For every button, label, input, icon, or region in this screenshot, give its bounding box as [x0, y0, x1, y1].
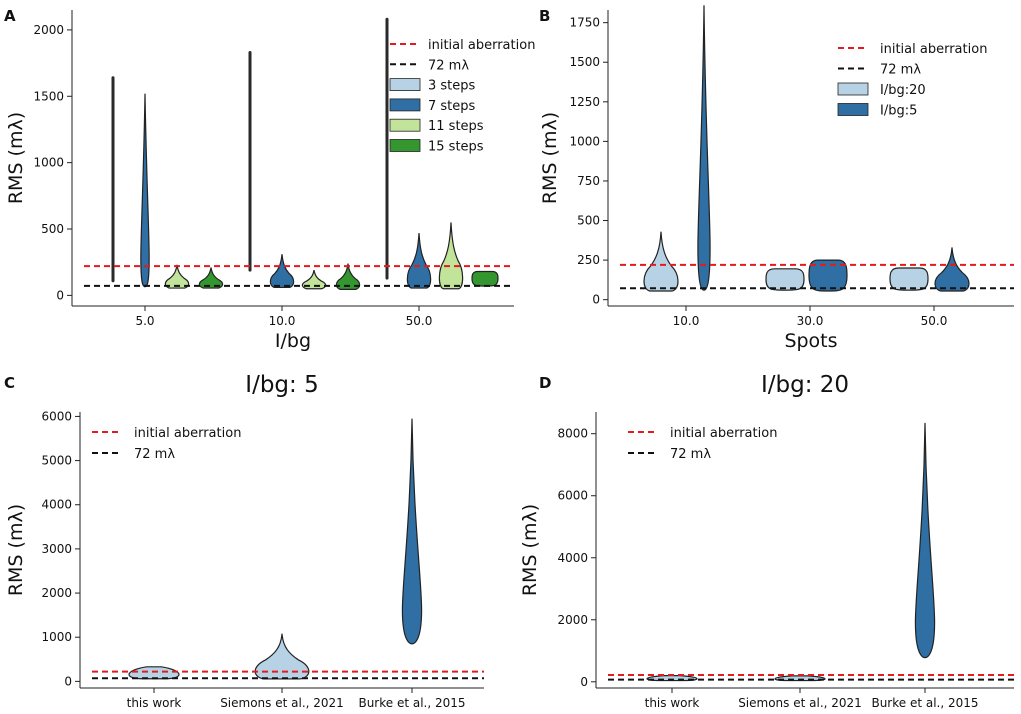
y-tick-label: 2000	[33, 23, 64, 37]
legend-entry-label: 72 mλ	[134, 447, 175, 462]
legend-entry-label: I/bg:5	[880, 104, 917, 119]
legend-entry-label: 15 steps	[428, 140, 484, 155]
violin	[406, 232, 432, 289]
violin	[914, 422, 936, 659]
y-tick-label: 4000	[41, 498, 72, 512]
violin	[643, 231, 679, 292]
y-tick-label: 3000	[41, 542, 72, 556]
y-tick-label: 750	[577, 174, 600, 188]
legend-patch-swatch	[837, 82, 869, 96]
y-tick-label: 1500	[33, 89, 64, 103]
violin	[140, 93, 150, 288]
x-tick-label: 5.0	[135, 314, 154, 328]
panel-c: C I/bg: 5 0 1000 2000 3000 4000 5000 6000 this wo…	[4, 372, 484, 710]
legend-patch-swatch	[389, 78, 421, 91]
panel-title: I/bg: 20	[761, 372, 849, 398]
panel-letter: D	[539, 374, 551, 392]
legend: initial aberration 72 mλ I/bg:20 I/bg:5	[837, 42, 987, 119]
legend-entry-label: initial aberration	[134, 426, 241, 441]
y-tick-label: 6000	[557, 489, 588, 503]
legend-entry-label: 72 mλ	[428, 58, 469, 73]
legend-patch-swatch	[389, 118, 421, 132]
y-tick-label: 1750	[569, 16, 600, 30]
x-tick-label: 50.0	[406, 314, 433, 328]
legend-patch-swatch	[389, 98, 421, 112]
panel-letter: B	[539, 7, 550, 25]
x-tick-label: this work	[645, 696, 700, 710]
x-tick-label: Burke et al., 2015	[358, 696, 465, 710]
y-tick-label: 0	[56, 288, 64, 302]
y-tick-label: 0	[64, 674, 72, 688]
violin	[697, 5, 711, 291]
panel-title: I/bg: 5	[245, 372, 318, 398]
legend-entry-label: 72 mλ	[880, 63, 921, 78]
x-tick-label: Burke et al., 2015	[871, 696, 978, 710]
violin	[301, 270, 327, 290]
legend-entry-label: I/bg:20	[880, 83, 926, 98]
y-tick-label: 1500	[569, 55, 600, 69]
x-axis-label: I/bg	[275, 330, 311, 352]
y-tick-label: 8000	[557, 427, 588, 441]
panel-d: D I/bg: 20 0 2000 4000 6000 8000 this work Siemo…	[519, 372, 1014, 710]
legend-patch-swatch	[389, 139, 421, 152]
x-axis-label: Spots	[784, 330, 837, 352]
legend-entry-label: 72 mλ	[670, 447, 711, 462]
legend-patch-swatch	[837, 103, 869, 116]
legend-entry-label: 7 steps	[428, 99, 476, 114]
x-tick-label: 30.0	[797, 314, 824, 328]
legend-entry-label: 11 steps	[428, 119, 484, 134]
legend: initial aberration 72 mλ	[628, 426, 777, 462]
y-tick-label: 1250	[569, 95, 600, 109]
y-tick-label: 6000	[41, 409, 72, 423]
panel-a: A 0 500 1000 1500 2000 5.0 10.0 50.0 RMS (mλ) I/bg…	[4, 7, 535, 352]
y-axis-label: RMS (mλ)	[5, 112, 27, 204]
violin	[269, 254, 295, 289]
violin	[128, 666, 180, 680]
x-tick-label: 10.0	[673, 314, 700, 328]
y-tick-label: 2000	[557, 613, 588, 627]
x-tick-label: 10.0	[269, 314, 296, 328]
y-axis-label: RMS (mλ)	[539, 112, 561, 204]
y-tick-label: 500	[577, 214, 600, 228]
y-tick-label: 1000	[33, 156, 64, 170]
legend-entry-label: initial aberration	[880, 42, 987, 57]
legend-entry-label: initial aberration	[670, 426, 777, 441]
x-tick-label: Siemons et al., 2021	[738, 696, 862, 710]
violin	[335, 263, 361, 291]
violin	[471, 270, 499, 287]
y-tick-label: 0	[592, 293, 600, 307]
y-axis-label: RMS (mλ)	[5, 504, 27, 596]
legend-entry-label: 3 steps	[428, 79, 476, 94]
violin	[164, 264, 190, 289]
y-tick-label: 4000	[557, 551, 588, 565]
violin	[808, 259, 848, 292]
violin	[401, 418, 423, 645]
panel-b: B 0 250 500 750 1000 1250 1500 1750 10.0 30.0 50.0 R…	[539, 5, 1014, 352]
x-tick-label: this work	[127, 696, 182, 710]
y-tick-label: 1000	[41, 630, 72, 644]
violin	[889, 267, 929, 291]
y-tick-label: 250	[577, 253, 600, 267]
y-tick-label: 1000	[569, 134, 600, 148]
y-axis-label: RMS (mλ)	[519, 504, 541, 596]
violin	[198, 267, 224, 289]
x-tick-label: 50.0	[921, 314, 948, 328]
y-tick-label: 500	[41, 222, 64, 236]
panel-letter: C	[4, 374, 15, 392]
legend-entry-label: initial aberration	[428, 38, 535, 53]
panel-letter: A	[4, 7, 16, 25]
violin	[438, 222, 464, 290]
violin	[765, 268, 805, 291]
legend: initial aberration 72 mλ	[92, 426, 241, 462]
violin	[934, 247, 970, 292]
x-tick-label: Siemons et al., 2021	[220, 696, 344, 710]
y-tick-label: 0	[580, 675, 588, 689]
y-tick-label: 5000	[41, 454, 72, 468]
legend: initial aberration 72 mλ 3 steps 7 steps 11 …	[389, 38, 535, 155]
y-tick-label: 2000	[41, 586, 72, 600]
